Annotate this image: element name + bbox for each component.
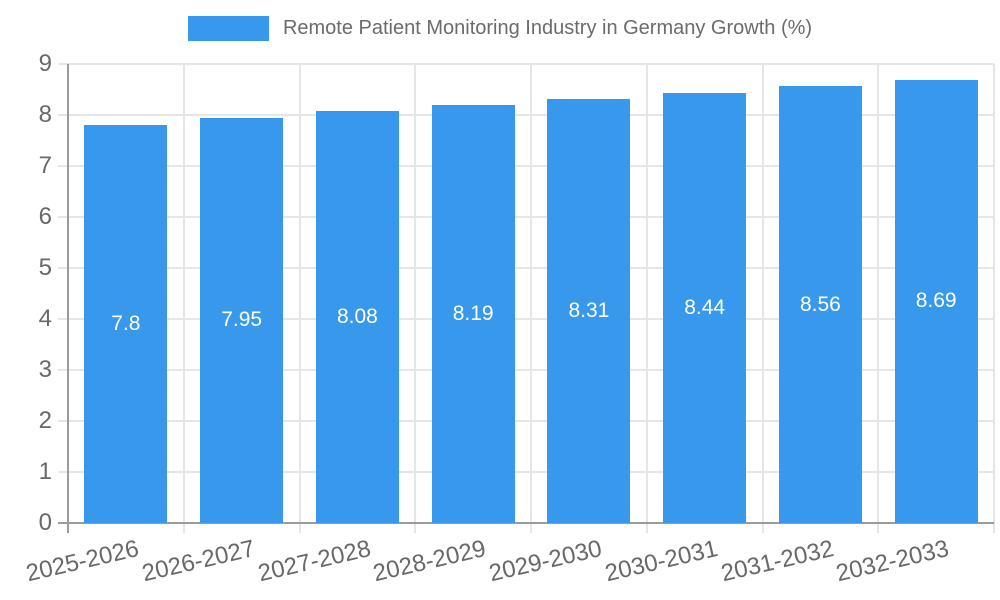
gridline-vertical <box>298 64 301 533</box>
bar-2025-2026[interactable]: 7.8 <box>84 125 168 523</box>
gridline-horizontal <box>58 318 994 320</box>
x-axis-tick-label: 2029-2030 <box>486 535 605 588</box>
gridline-vertical <box>993 64 995 533</box>
y-axis-tick-label: 8 <box>38 101 52 128</box>
bar-value-label: 8.08 <box>336 304 378 328</box>
bar-2027-2028[interactable]: 8.08 <box>315 110 399 523</box>
bar-value-label: 8.69 <box>915 289 957 313</box>
y-axis-tick-label: 0 <box>38 509 52 536</box>
bar-2029-2030[interactable]: 8.31 <box>547 99 631 523</box>
x-axis-tick-label: 2026-2027 <box>139 535 258 588</box>
gridline-horizontal <box>58 471 994 473</box>
legend-color-swatch <box>187 16 269 41</box>
bar-2032-2033[interactable]: 8.69 <box>894 79 978 523</box>
x-axis-tick-label: 2025-2026 <box>23 535 142 588</box>
bar-value-label: 7.95 <box>221 308 263 332</box>
gridline-vertical <box>182 64 185 533</box>
gridline-horizontal <box>58 216 994 218</box>
gridline-vertical <box>645 64 648 533</box>
y-axis-tick-label: 4 <box>38 305 52 332</box>
gridline-horizontal <box>58 63 994 65</box>
gridline-vertical <box>414 64 417 533</box>
gridline-horizontal <box>58 267 994 269</box>
y-axis-tick-label: 3 <box>38 356 52 383</box>
x-axis-tick-label: 2027-2028 <box>255 535 373 588</box>
chart-legend: Remote Patient Monitoring Industry in Ge… <box>0 16 1000 41</box>
gridline-horizontal <box>58 165 994 167</box>
bar-value-label: 8.19 <box>452 302 494 326</box>
y-axis-tick-label: 5 <box>38 254 52 281</box>
legend-label: Remote Patient Monitoring Industry in Ge… <box>282 17 813 39</box>
bar-value-label: 8.44 <box>684 295 726 319</box>
y-axis-tick-label: 2 <box>38 407 52 434</box>
gridline-vertical <box>761 64 764 533</box>
bar-2031-2032[interactable]: 8.56 <box>778 86 862 523</box>
y-axis-tick-label: 9 <box>38 50 52 77</box>
bar-2026-2027[interactable]: 7.95 <box>200 117 284 523</box>
bar-2030-2031[interactable]: 8.44 <box>663 92 747 523</box>
gridline-vertical <box>877 64 880 533</box>
bar-2028-2029[interactable]: 8.19 <box>431 105 515 523</box>
x-axis-tick-label: 2031-2032 <box>718 535 836 588</box>
legend-item[interactable]: Remote Patient Monitoring Industry in Ge… <box>187 16 813 41</box>
y-axis-tick-label: 6 <box>38 203 52 230</box>
x-axis-tick-label: 2032-2033 <box>833 535 952 588</box>
y-axis-tick-label: 7 <box>38 152 52 179</box>
bar-value-label: 8.31 <box>568 299 610 323</box>
bar-value-label: 7.8 <box>111 312 141 336</box>
bar-value-label: 8.56 <box>799 292 841 316</box>
gridline-horizontal <box>58 420 994 422</box>
x-axis-line <box>58 522 994 524</box>
x-axis-tick-label: 2028-2029 <box>370 535 489 588</box>
gridline-vertical <box>530 64 532 533</box>
y-axis-tick-label: 1 <box>38 458 52 485</box>
gridline-horizontal <box>58 369 994 371</box>
x-axis-tick-label: 2030-2031 <box>602 535 721 588</box>
y-axis-line <box>67 64 69 533</box>
gridline-horizontal <box>58 114 994 116</box>
